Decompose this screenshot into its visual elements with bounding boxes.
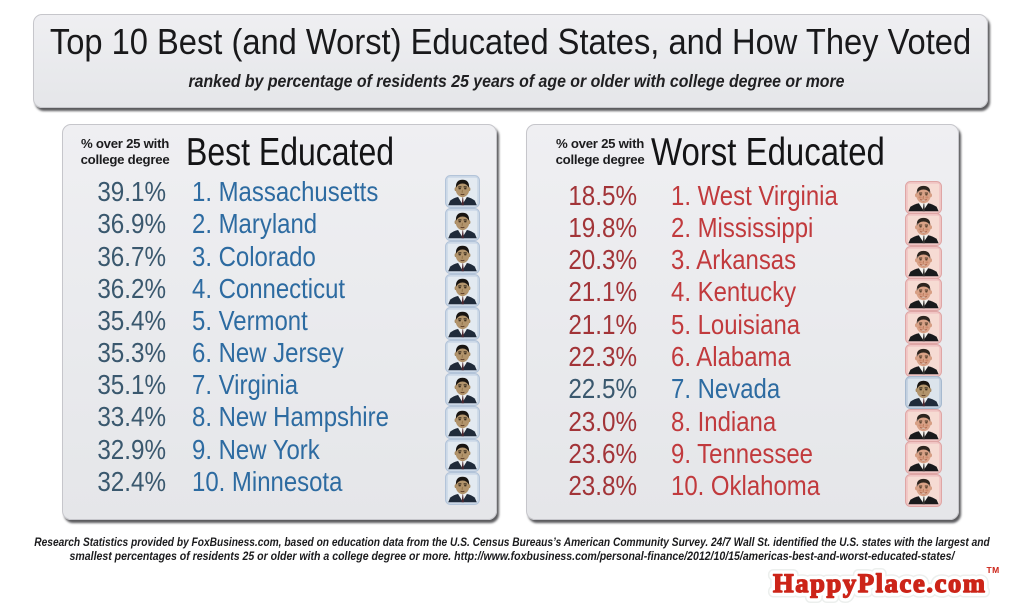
svg-text:HappyPlace.com: HappyPlace.com	[773, 568, 985, 598]
svg-text:HappyPlace.com: HappyPlace.com	[773, 568, 985, 598]
svg-text:TM: TM	[987, 565, 1000, 575]
svg-text:HappyPlace.com: HappyPlace.com	[773, 568, 985, 598]
